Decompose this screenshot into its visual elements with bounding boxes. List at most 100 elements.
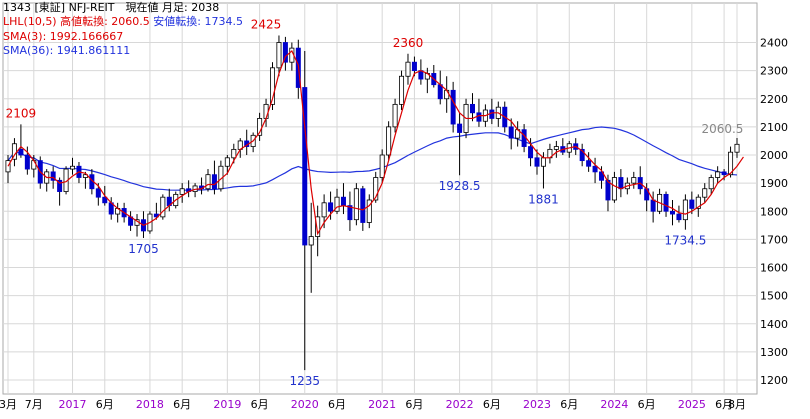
y-tick-label: 1400 — [760, 318, 788, 331]
annotation-label: 1881 — [528, 192, 559, 206]
candle-body — [366, 199, 372, 223]
candle-body — [321, 202, 327, 218]
annotation-label: 1734.5 — [664, 234, 706, 248]
y-tick-label: 1500 — [760, 290, 788, 303]
candle-body — [579, 148, 585, 162]
candle-body — [24, 154, 30, 170]
x-tick-label: 6月 — [96, 398, 114, 411]
y-tick-label: 1900 — [760, 177, 788, 190]
lhl-low-label: 安値転換: 1734.5 — [153, 15, 243, 28]
x-tick-label: 6月 — [715, 398, 733, 411]
candle-body — [618, 177, 624, 190]
candle-body — [437, 84, 443, 100]
candle-body — [650, 199, 656, 212]
sma36-layer — [7, 126, 738, 191]
candle-body — [399, 75, 405, 105]
candle-body — [276, 42, 282, 69]
x-tick-label: 6月 — [560, 398, 578, 411]
candle-body — [592, 165, 598, 173]
x-tick-label: 2022 — [446, 398, 474, 411]
lhl-high-label: LHL(10,5) 高値転換: 2060.5 — [3, 15, 150, 28]
candle-body — [263, 103, 269, 119]
sma36-line — [7, 126, 738, 191]
candle-body — [315, 216, 321, 237]
candle-body — [444, 89, 450, 100]
candle-body — [708, 177, 714, 190]
candle-body — [611, 177, 617, 201]
x-tick-label: 6月 — [251, 398, 269, 411]
y-tick-label: 1600 — [760, 262, 788, 275]
y-tick-label: 1800 — [760, 205, 788, 218]
x-tick-label: 6月 — [328, 398, 346, 411]
annotation-label: 2109 — [6, 106, 37, 120]
candle-body — [663, 193, 669, 212]
x-tick-label: 8月 — [728, 398, 746, 411]
candle-body — [721, 171, 727, 176]
candle-body — [689, 199, 695, 209]
candle-body — [450, 89, 456, 125]
candle-body — [179, 188, 185, 195]
x-tick-label: 2023 — [523, 398, 551, 411]
candle-body — [599, 171, 605, 181]
candle-body — [476, 112, 482, 122]
candle-body — [18, 148, 24, 156]
grid-layer — [3, 3, 757, 394]
candle-body — [302, 87, 308, 246]
candle-body — [270, 67, 276, 105]
x-tick-label: 7月 — [25, 398, 43, 411]
candle-body — [386, 126, 392, 156]
x-tick-label: 6月 — [483, 398, 501, 411]
candle-body — [231, 148, 237, 159]
candle-body — [405, 61, 411, 77]
candle-body — [715, 171, 721, 178]
candle-body — [353, 188, 359, 221]
candle-body — [334, 196, 340, 212]
candle-body — [528, 146, 534, 159]
candle-body — [734, 143, 740, 153]
candle-body — [695, 196, 701, 209]
candle-body — [328, 202, 334, 212]
sma3-line — [7, 49, 744, 236]
x-tick-label: 6月 — [405, 398, 423, 411]
x-tick-label: 2018 — [136, 398, 164, 411]
candle-body — [728, 151, 734, 176]
candle-body — [31, 160, 37, 170]
candle-body — [457, 123, 463, 133]
candle-body — [340, 196, 346, 207]
lhl-legend: LHL(10,5) 高値転換: 2060.5 安値転換: 1734.5 — [3, 15, 243, 28]
candle-body — [160, 196, 166, 218]
candle-body — [224, 157, 230, 167]
candle-body — [534, 157, 540, 167]
candle-body — [392, 103, 398, 128]
candle-body — [373, 177, 379, 201]
candle-body — [70, 165, 76, 170]
candle-body — [411, 61, 417, 72]
candle-body — [95, 188, 101, 198]
candle-body — [605, 179, 611, 201]
candle-body — [282, 42, 288, 63]
y-tick-label: 2100 — [760, 121, 788, 134]
candle-body — [676, 213, 682, 221]
sma3-legend: SMA(3): 1992.166667 — [3, 30, 124, 43]
x-tick-label: 2020 — [291, 398, 319, 411]
annotation-label: 2425 — [251, 17, 282, 31]
candle-body — [211, 174, 217, 190]
candle-body — [379, 154, 385, 178]
candle-body — [553, 146, 559, 150]
annotation-label: 2360 — [393, 36, 424, 50]
axis-layer: 1200 1300 1400 1500 1600 1700 1800 1900 2000 2100… — [0, 37, 788, 412]
y-tick-label: 1200 — [760, 374, 788, 387]
x-tick-label: 3月 — [0, 398, 17, 411]
sma36-legend: SMA(36): 1941.861111 — [3, 44, 131, 57]
candle-body — [360, 188, 366, 223]
y-tick-label: 1300 — [760, 346, 788, 359]
y-tick-label: 1700 — [760, 233, 788, 246]
y-tick-label: 2300 — [760, 65, 788, 78]
x-tick-label: 2024 — [600, 398, 628, 411]
x-tick-label: 2025 — [678, 398, 706, 411]
chart-title: 1343 [東証] NFJ-REIT 現在値 月足: 2038 — [3, 1, 220, 14]
candle-body — [102, 196, 108, 204]
candle-body — [631, 177, 637, 184]
